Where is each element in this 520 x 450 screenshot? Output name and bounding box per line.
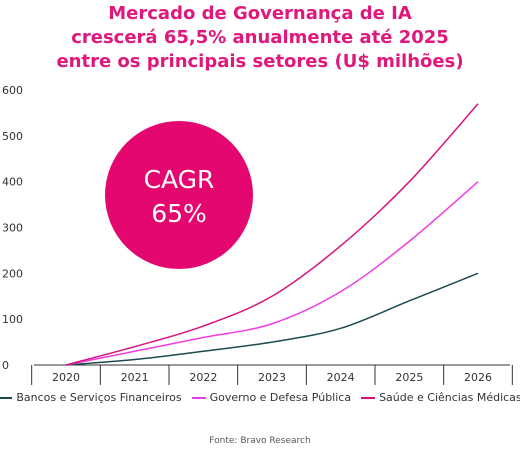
series-line-0 (65, 272, 479, 366)
cagr-value: 65% (151, 199, 207, 228)
cagr-badge: CAGR 65% (105, 121, 253, 269)
legend-label: Saúde e Ciências Médicas (379, 391, 520, 404)
y-tick-label: 400 (2, 176, 23, 189)
chart-title-line-1: Mercado de Governança de IA (108, 3, 412, 24)
x-axis: 2020 2021 2022 2023 2024 2025 2026 (31, 364, 513, 385)
x-tick-label: 2021 (121, 371, 149, 384)
line-chart: 0 100 200 300 400 500 600 2020 2021 2022 2023 2024… (2, 84, 513, 385)
legend-swatch (191, 396, 206, 399)
series-line-2 (65, 103, 479, 366)
x-tick-label: 2023 (258, 371, 286, 384)
cagr-label: CAGR (144, 165, 215, 194)
y-axis: 0 100 200 300 400 500 600 (2, 84, 23, 372)
x-tick-label: 2024 (327, 371, 355, 384)
legend-swatch (0, 396, 13, 399)
chart-title: Mercado de Governança de IA crescerá 65,… (0, 2, 520, 74)
series-line-1 (65, 181, 479, 366)
chart-title-line-2: crescerá 65,5% anualmente até 2025 (71, 27, 449, 48)
y-tick-label: 500 (2, 130, 23, 143)
x-tick-label: 2020 (52, 371, 80, 384)
legend-swatch (361, 396, 376, 399)
y-tick-label: 300 (2, 222, 23, 235)
source-note: Fonte: Bravo Research (209, 436, 311, 446)
legend-item-0: Bancos e Serviços Financeiros (0, 391, 182, 404)
legend-item-1: Governo e Defesa Pública (191, 391, 352, 404)
legend-label: Bancos e Serviços Financeiros (16, 391, 182, 404)
x-tick-label: 2022 (189, 371, 217, 384)
x-tick-label: 2025 (395, 371, 423, 384)
series-lines (65, 103, 479, 366)
y-tick-label: 600 (2, 84, 23, 97)
legend: Bancos e Serviços Financeiros Governo e D… (0, 391, 520, 404)
x-tick-label: 2026 (464, 371, 492, 384)
y-tick-label: 100 (2, 313, 23, 326)
legend-item-2: Saúde e Ciências Médicas (361, 391, 520, 404)
y-tick-label: 200 (2, 267, 23, 280)
y-tick-label: 0 (2, 359, 9, 372)
legend-label: Governo e Defesa Pública (209, 391, 352, 404)
chart-title-line-3: entre os principais setores (U$ milhões) (56, 51, 464, 72)
cagr-circle (105, 121, 253, 269)
